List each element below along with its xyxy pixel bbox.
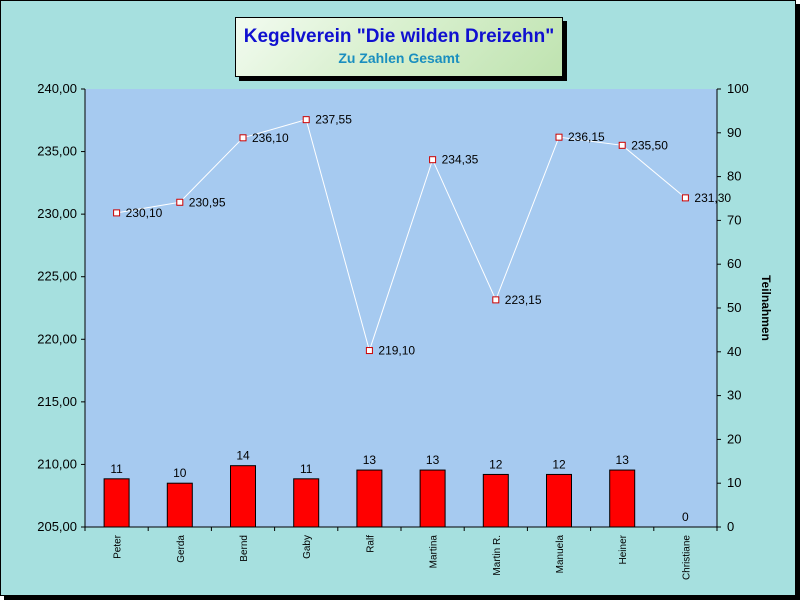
bar-value-label: 14 bbox=[236, 449, 250, 463]
line-point bbox=[492, 296, 500, 304]
left-tick-label: 210,00 bbox=[37, 456, 77, 471]
bar-value-label: 13 bbox=[616, 453, 630, 467]
bar-value-label: 12 bbox=[552, 457, 566, 471]
bar bbox=[419, 469, 446, 528]
line-value-label: 223,15 bbox=[505, 293, 542, 307]
category-label: Gaby bbox=[302, 535, 313, 559]
line-value-label: 219,10 bbox=[378, 344, 415, 358]
line-point bbox=[302, 116, 310, 124]
line-value-label: 236,15 bbox=[568, 130, 605, 144]
category-label: Heiner bbox=[618, 534, 629, 564]
right-tick-label: 100 bbox=[727, 81, 749, 96]
category-label: Manuela bbox=[555, 535, 566, 574]
left-tick-label: 240,00 bbox=[37, 81, 77, 96]
right-tick-label: 20 bbox=[727, 431, 741, 446]
line-point bbox=[618, 141, 626, 149]
left-tick-label: 205,00 bbox=[37, 519, 77, 534]
left-tick-label: 230,00 bbox=[37, 206, 77, 221]
bar-value-label: 12 bbox=[489, 457, 503, 471]
bar bbox=[609, 469, 636, 528]
bar bbox=[293, 478, 320, 528]
line-point bbox=[176, 198, 184, 206]
left-tick-label: 235,00 bbox=[37, 144, 77, 159]
bar bbox=[356, 469, 383, 528]
right-tick-label: 90 bbox=[727, 125, 741, 140]
bar bbox=[103, 478, 130, 528]
category-label: Martin R. bbox=[492, 535, 503, 576]
bar bbox=[166, 482, 193, 528]
plot-area bbox=[85, 89, 717, 527]
category-label: Martina bbox=[429, 535, 440, 569]
category-label: Christiane bbox=[681, 535, 692, 580]
line-point bbox=[239, 134, 247, 142]
right-tick-label: 30 bbox=[727, 388, 741, 403]
chart-title: Kegelverein "Die wilden Dreizehn" bbox=[243, 26, 555, 47]
line-value-label: 230,95 bbox=[189, 195, 226, 209]
right-tick-label: 70 bbox=[727, 212, 741, 227]
bar-value-label: 13 bbox=[426, 453, 440, 467]
bar-value-label: 11 bbox=[300, 462, 313, 476]
line-point bbox=[681, 194, 689, 202]
line-value-label: 236,10 bbox=[252, 131, 289, 145]
bar bbox=[230, 465, 256, 528]
category-label: Peter bbox=[113, 534, 124, 559]
category-label: Gerda bbox=[176, 535, 187, 563]
line-value-label: 234,35 bbox=[442, 153, 479, 167]
bar-value-label: 10 bbox=[173, 466, 187, 480]
bar-value-label: 13 bbox=[363, 453, 377, 467]
left-tick-label: 225,00 bbox=[37, 269, 77, 284]
right-axis-title: Teilnahmen bbox=[759, 275, 773, 341]
line-point bbox=[429, 156, 437, 164]
category-label: Ralf bbox=[365, 535, 376, 553]
line-point bbox=[555, 133, 563, 141]
category-label: Bernd bbox=[239, 535, 250, 562]
bar-value-label: 0 bbox=[682, 510, 689, 524]
line-series bbox=[116, 119, 686, 353]
line-value-label: 230,10 bbox=[126, 206, 163, 220]
bar-value-label: 11 bbox=[110, 462, 123, 476]
title-box: Kegelverein "Die wilden Dreizehn" Zu Zah… bbox=[235, 17, 563, 77]
left-tick-label: 215,00 bbox=[37, 394, 77, 409]
right-tick-label: 0 bbox=[727, 519, 734, 534]
bar bbox=[546, 473, 572, 528]
right-tick-label: 80 bbox=[727, 169, 741, 184]
right-tick-label: 40 bbox=[727, 344, 741, 359]
left-tick-label: 220,00 bbox=[37, 331, 77, 346]
bar bbox=[482, 473, 509, 528]
chart-subtitle: Zu Zahlen Gesamt bbox=[338, 50, 460, 66]
line-value-label: 231,30 bbox=[694, 191, 731, 205]
line-point bbox=[365, 347, 373, 355]
right-tick-label: 50 bbox=[727, 300, 741, 315]
line-value-label: 235,50 bbox=[631, 138, 668, 152]
line-value-label: 237,55 bbox=[315, 113, 352, 127]
right-tick-label: 10 bbox=[727, 475, 741, 490]
line-point bbox=[113, 209, 121, 217]
right-tick-label: 60 bbox=[727, 256, 741, 271]
